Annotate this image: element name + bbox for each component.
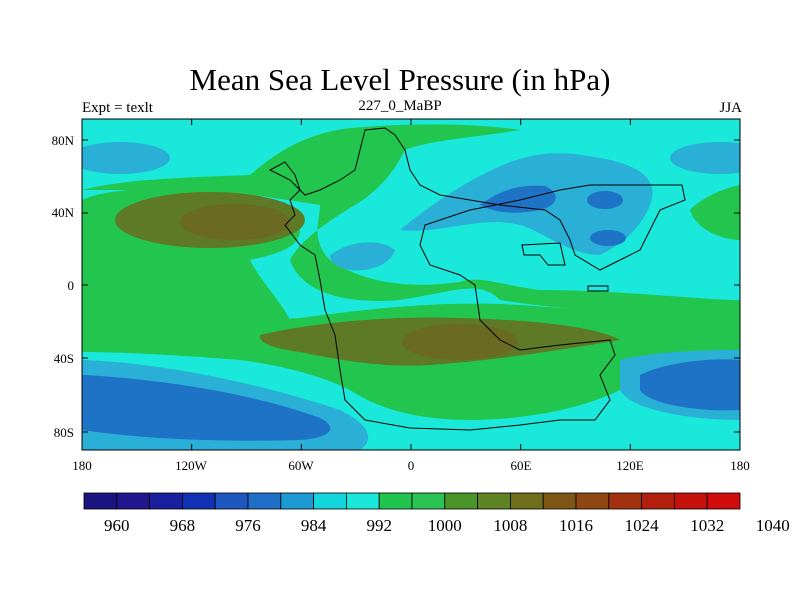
colorbar-label: 1032 xyxy=(690,516,725,535)
colorbar-label: 984 xyxy=(300,516,327,535)
colorbar-label: 992 xyxy=(366,516,392,535)
y-tick-label: 80N xyxy=(51,133,74,148)
colorbar-swatch xyxy=(181,492,216,510)
experiment-label: Expt = texlt xyxy=(82,100,153,116)
colorbar-swatch xyxy=(247,492,282,510)
high-south-atlantic-core xyxy=(402,324,518,360)
x-tick-label: 60W xyxy=(288,458,314,473)
season-label: JJA xyxy=(719,100,742,116)
colorbar-swatch xyxy=(214,492,249,510)
colorbar-swatch xyxy=(345,492,380,510)
low-asian-core-east xyxy=(587,191,623,209)
low-asian-core-south xyxy=(590,230,626,246)
continent-outline-island xyxy=(521,242,566,266)
axis-ticks xyxy=(81,119,741,450)
colorbar-swatch xyxy=(477,492,511,510)
low-arctic-east xyxy=(670,142,740,174)
y-tick-label: 80S xyxy=(53,425,74,440)
green-region-north xyxy=(82,124,740,335)
colorbar-label: 1000 xyxy=(427,516,462,535)
low-asian-core xyxy=(480,185,556,213)
low-arctic-west xyxy=(82,142,170,174)
colorbar-swatch xyxy=(116,492,151,510)
y-tick-label: 40N xyxy=(51,205,74,220)
colorbar-swatch xyxy=(378,492,413,510)
colorbar-label: 1008 xyxy=(493,516,528,535)
x-tick-label: 120E xyxy=(616,458,644,473)
low-inland-patch xyxy=(330,242,395,271)
x-tick-label: 180 xyxy=(730,458,750,473)
colorbar-swatch xyxy=(149,492,183,510)
colorbar-swatch xyxy=(706,492,741,510)
colorbar-swatch xyxy=(313,492,347,510)
colorbar-swatch xyxy=(509,492,544,510)
colorbar-label: 960 xyxy=(104,516,130,535)
colorbar-label: 1024 xyxy=(624,516,659,535)
colorbar-swatch xyxy=(608,492,642,510)
colorbar-swatch xyxy=(575,492,610,510)
colorbar-label: 1040 xyxy=(755,516,790,535)
high-north-pacific-core xyxy=(180,204,290,240)
colorbar-swatch xyxy=(411,492,446,510)
colorbar-label: 1016 xyxy=(559,516,593,535)
colorbar-label: 968 xyxy=(169,516,196,535)
x-tick-label: 120W xyxy=(175,458,207,473)
low-southern-ocean-west-core xyxy=(82,375,331,441)
chart-title: Mean Sea Level Pressure (in hPa) xyxy=(189,62,611,97)
colorbar-swatch xyxy=(444,492,478,510)
colorbar-swatch xyxy=(83,492,118,510)
continent-outline-inlet xyxy=(587,285,609,292)
x-tick-label: 60E xyxy=(510,458,532,473)
green-east-cell xyxy=(690,185,740,240)
colorbar-swatch xyxy=(674,492,708,510)
x-tick-label: 0 xyxy=(407,458,415,473)
colorbar xyxy=(83,492,741,510)
colorbar-label: 976 xyxy=(235,516,261,535)
colorbar-swatch xyxy=(280,492,314,510)
x-tick-label: 180 xyxy=(72,458,92,473)
y-tick-label: 0 xyxy=(67,278,75,293)
y-tick-label: 40S xyxy=(53,351,74,366)
colorbar-swatch xyxy=(641,492,675,510)
period-label: 227_0_MaBP xyxy=(358,98,442,114)
colorbar-swatch xyxy=(542,492,577,510)
low-southern-ocean-east-core xyxy=(640,359,740,411)
continent-outline xyxy=(268,127,686,431)
